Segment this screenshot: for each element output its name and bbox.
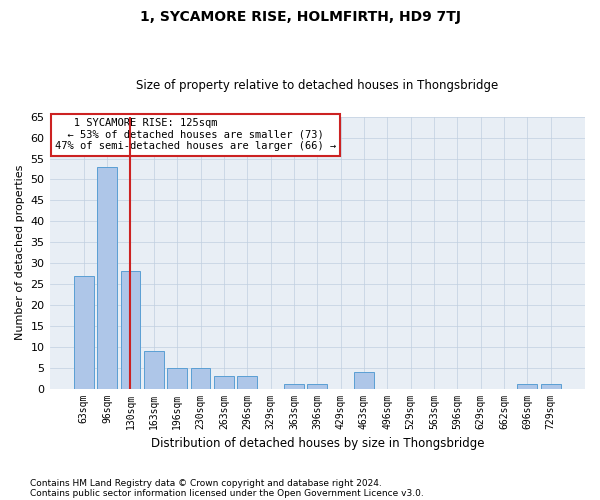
Text: Contains HM Land Registry data © Crown copyright and database right 2024.: Contains HM Land Registry data © Crown c… <box>30 478 382 488</box>
Bar <box>144 351 164 389</box>
Bar <box>74 276 94 388</box>
Bar <box>517 384 538 388</box>
Bar <box>541 384 560 388</box>
Bar <box>214 376 234 388</box>
Bar <box>167 368 187 388</box>
Bar <box>121 272 140 388</box>
Bar <box>238 376 257 388</box>
Bar <box>284 384 304 388</box>
X-axis label: Distribution of detached houses by size in Thongsbridge: Distribution of detached houses by size … <box>151 437 484 450</box>
Text: Contains public sector information licensed under the Open Government Licence v3: Contains public sector information licen… <box>30 488 424 498</box>
Bar <box>191 368 211 388</box>
Bar <box>354 372 374 388</box>
Title: Size of property relative to detached houses in Thongsbridge: Size of property relative to detached ho… <box>136 79 499 92</box>
Bar <box>97 167 117 388</box>
Text: 1, SYCAMORE RISE, HOLMFIRTH, HD9 7TJ: 1, SYCAMORE RISE, HOLMFIRTH, HD9 7TJ <box>139 10 461 24</box>
Text: 1 SYCAMORE RISE: 125sqm
  ← 53% of detached houses are smaller (73)
47% of semi-: 1 SYCAMORE RISE: 125sqm ← 53% of detache… <box>55 118 336 152</box>
Y-axis label: Number of detached properties: Number of detached properties <box>15 165 25 340</box>
Bar <box>307 384 327 388</box>
